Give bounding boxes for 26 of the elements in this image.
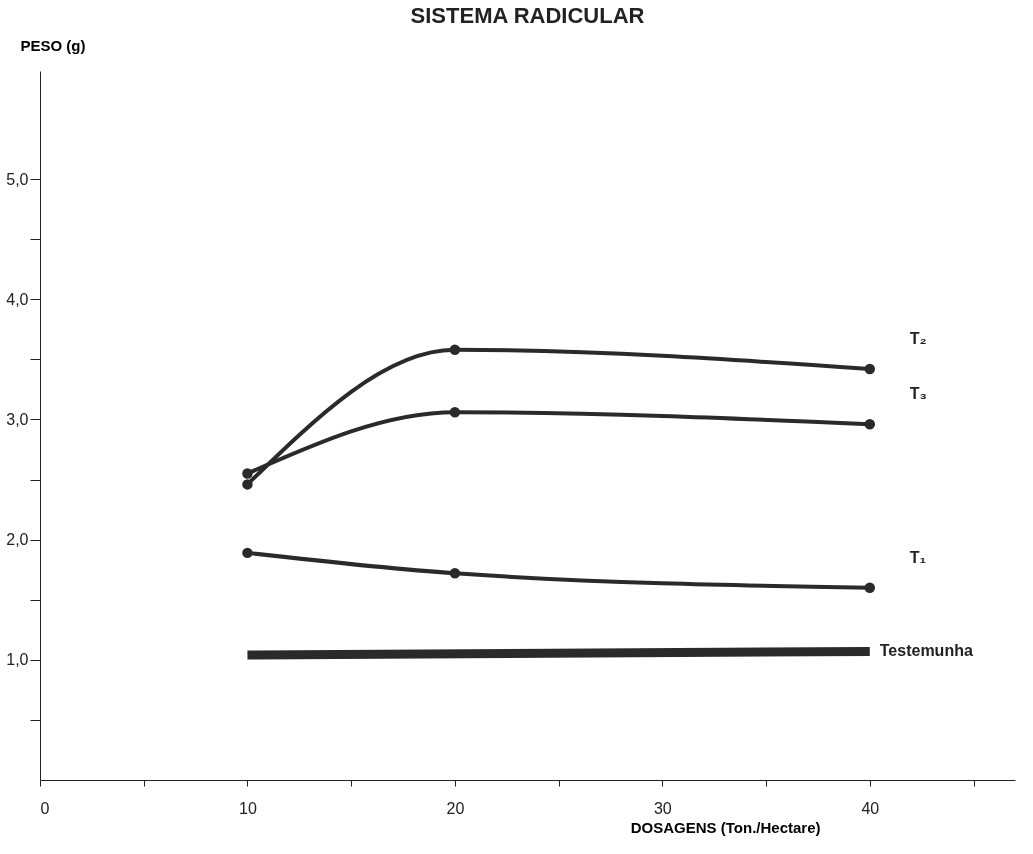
- chart-title: SISTEMA RADICULAR: [410, 3, 645, 28]
- point: [449, 407, 461, 418]
- point: [449, 344, 461, 356]
- point: [242, 479, 253, 490]
- x-axis-title: DOSAGENS (Ton./Hectare): [630, 818, 821, 836]
- point: [242, 468, 253, 479]
- series-label: Testemunha: [879, 642, 973, 660]
- y-axis-title: PESO (g): [20, 36, 86, 54]
- point: [449, 568, 461, 579]
- x-tick-label: 20: [446, 799, 465, 817]
- point: [864, 419, 876, 430]
- x-tick-label: 40: [861, 799, 880, 817]
- y-tick-label: 3,0: [6, 410, 29, 428]
- text: T₂: [909, 330, 927, 348]
- point: [864, 582, 876, 593]
- y-tick-label: 4,0: [6, 290, 29, 308]
- x-tick-label: 0: [40, 799, 50, 817]
- y-tick-label: 2,0: [6, 531, 29, 549]
- y-tick-label: 1,0: [6, 651, 29, 669]
- point: [242, 547, 253, 559]
- x-tick-label: 10: [239, 799, 257, 817]
- text: T₃: [909, 385, 927, 403]
- x-tick-label: 30: [653, 799, 672, 817]
- y-tick-label: 5,0: [6, 170, 29, 188]
- text: T₁: [909, 548, 927, 566]
- point: [864, 363, 876, 375]
